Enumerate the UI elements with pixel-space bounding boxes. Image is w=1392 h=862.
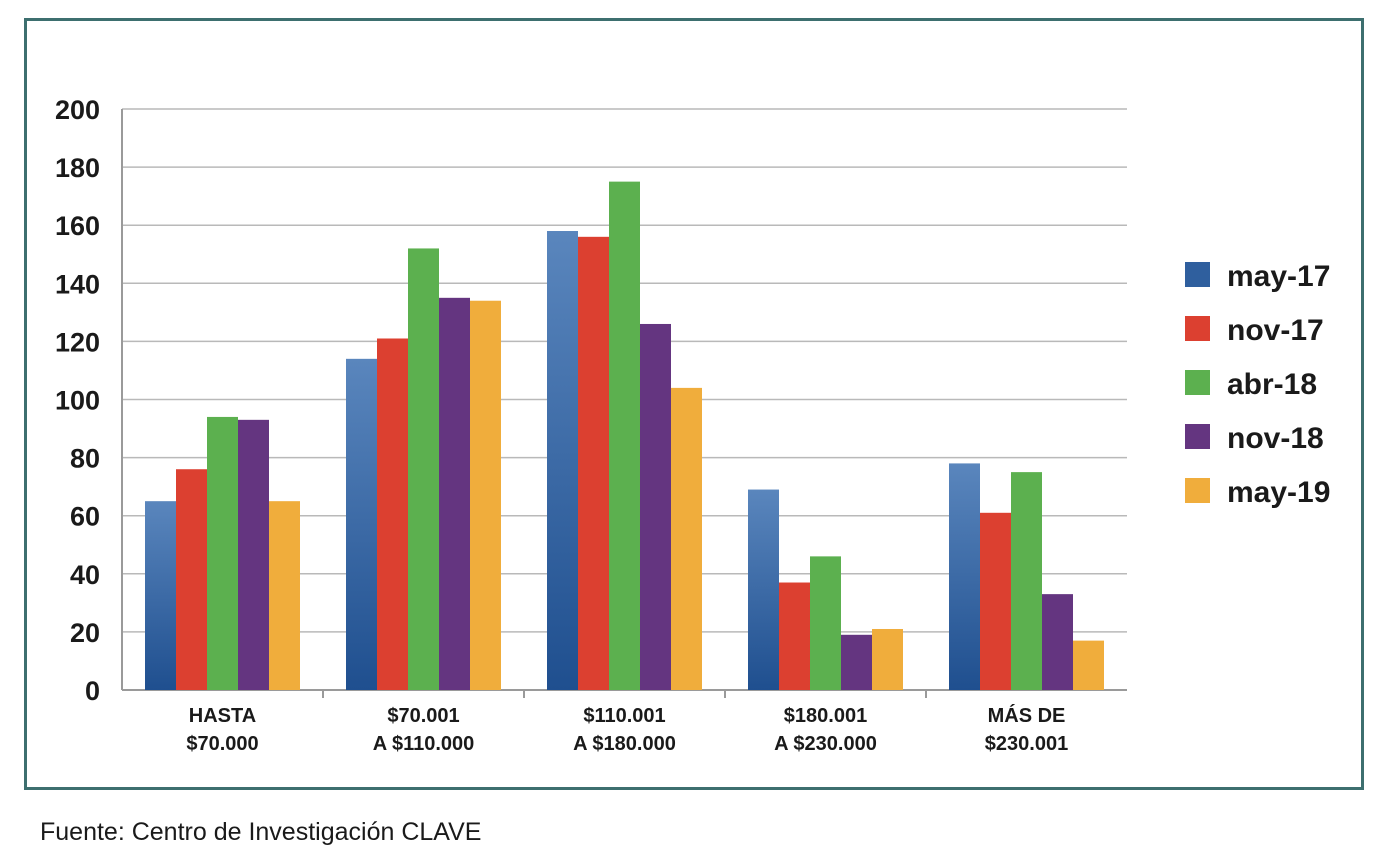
y-tick-label: 80: [70, 444, 100, 474]
legend-label-nov-17: nov-17: [1227, 314, 1324, 347]
y-tick-label: 40: [70, 560, 100, 590]
bar-nov-17-cat-2: [377, 338, 408, 690]
legend-swatch-nov-18: [1185, 424, 1210, 449]
legend-swatch-may-19: [1185, 478, 1210, 503]
y-tick-label: 200: [55, 95, 100, 125]
x-category-labels: HASTA $70.000 $70.001 A $110.000 $110.001 A $…: [186, 704, 1068, 755]
bar-nov-17-cat-5: [980, 512, 1011, 690]
bar-may-19-cat-1: [269, 501, 300, 690]
x-category-label: A $180.000: [573, 733, 676, 755]
bar-abr-18-cat-5: [1011, 472, 1042, 690]
bar-nov-18-cat-4: [841, 634, 872, 690]
bar-may-17-cat-4: [748, 489, 779, 690]
y-tick-label: 0: [85, 676, 100, 706]
bar-abr-18-cat-1: [207, 416, 238, 690]
y-tick-label: 100: [55, 386, 100, 416]
x-category-label: $180.001: [784, 705, 867, 727]
bar-nov-18-cat-3: [640, 323, 671, 690]
bar-nov-17-cat-4: [779, 582, 810, 690]
bar-nov-18-cat-1: [238, 419, 269, 690]
x-category-label: $110.001: [583, 705, 665, 727]
source-note: Fuente: Centro de Investigación CLAVE: [40, 818, 482, 846]
y-tick-label: 20: [70, 618, 100, 648]
legend-label-may-17: may-17: [1227, 260, 1330, 293]
legend-label-nov-18: nov-18: [1227, 422, 1324, 455]
x-category-label: HASTA: [189, 705, 256, 727]
legend: may-17 nov-17 abr-18 nov-18 may-19: [1185, 260, 1330, 509]
legend-swatch-nov-17: [1185, 316, 1210, 341]
y-tick-label: 140: [55, 269, 100, 299]
x-category-label: A $230.000: [774, 733, 877, 755]
x-category-label: A $110.000: [373, 733, 475, 755]
bar-may-17-cat-5: [949, 463, 980, 690]
bar-abr-18-cat-4: [810, 556, 841, 690]
bars: [145, 181, 1104, 690]
bar-may-17-cat-2: [346, 358, 377, 690]
bar-nov-18-cat-2: [439, 297, 470, 690]
x-category-label: MÁS DE: [988, 704, 1066, 727]
bar-nov-18-cat-5: [1042, 594, 1073, 690]
bar-nov-17-cat-1: [176, 469, 207, 690]
bar-nov-17-cat-3: [578, 236, 609, 690]
y-tick-label: 120: [55, 327, 100, 357]
y-tick-label: 60: [70, 502, 100, 532]
bar-may-17-cat-1: [145, 501, 176, 690]
bar-may-19-cat-4: [872, 628, 903, 690]
x-category-label: $70.000: [186, 733, 258, 755]
x-category-label: $70.001: [387, 705, 459, 727]
legend-label-abr-18: abr-18: [1227, 368, 1317, 401]
legend-swatch-abr-18: [1185, 370, 1210, 395]
bar-may-19-cat-3: [671, 387, 702, 690]
y-tick-label: 160: [55, 211, 100, 241]
legend-swatch-may-17: [1185, 262, 1210, 287]
x-category-label: $230.001: [985, 733, 1068, 755]
y-tick-label: 180: [55, 153, 100, 183]
legend-label-may-19: may-19: [1227, 476, 1330, 509]
bar-may-19-cat-5: [1073, 640, 1104, 690]
bar-may-17-cat-3: [547, 231, 578, 690]
bar-may-19-cat-2: [470, 300, 501, 690]
bar-abr-18-cat-3: [609, 181, 640, 690]
y-tick-labels: 0 20 40 60 80 100 120 140 160 180 200: [55, 95, 100, 706]
bar-abr-18-cat-2: [408, 248, 439, 690]
